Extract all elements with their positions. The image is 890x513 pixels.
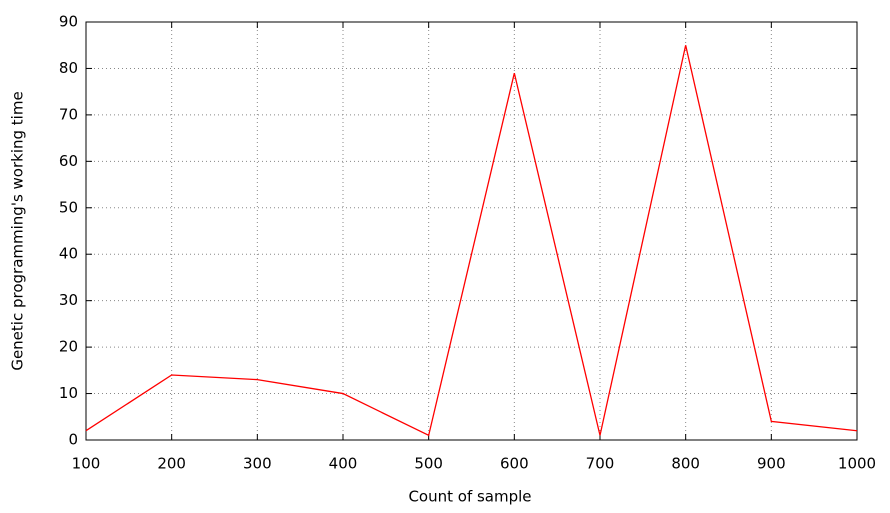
x-tick-label: 200: [157, 455, 186, 473]
x-tick-label: 800: [671, 455, 700, 473]
y-tick-label: 70: [59, 105, 78, 123]
y-tick-label: 20: [59, 338, 78, 356]
x-tick-label: 1000: [838, 455, 876, 473]
x-tick-label: 500: [414, 455, 443, 473]
y-tick-label: 90: [59, 13, 78, 31]
y-tick-label: 80: [59, 59, 78, 77]
x-tick-label: 400: [329, 455, 358, 473]
y-tick-label: 60: [59, 152, 78, 170]
y-tick-label: 0: [68, 431, 78, 449]
x-tick-label: 600: [500, 455, 529, 473]
y-tick-label: 10: [59, 384, 78, 402]
x-tick-label: 900: [757, 455, 786, 473]
data-line: [85, 45, 858, 437]
y-tick-label: 30: [59, 291, 78, 309]
y-axis-label: Genetic programming's working time: [9, 91, 27, 370]
x-tick-label: 700: [586, 455, 615, 473]
y-tick-label: 40: [59, 245, 78, 263]
x-tick-label: 300: [243, 455, 272, 473]
x-axis-label: Count of sample: [408, 488, 531, 506]
y-tick-label: 50: [59, 198, 78, 216]
plot-frame: [85, 21, 858, 441]
x-tick-label: 100: [72, 455, 101, 473]
